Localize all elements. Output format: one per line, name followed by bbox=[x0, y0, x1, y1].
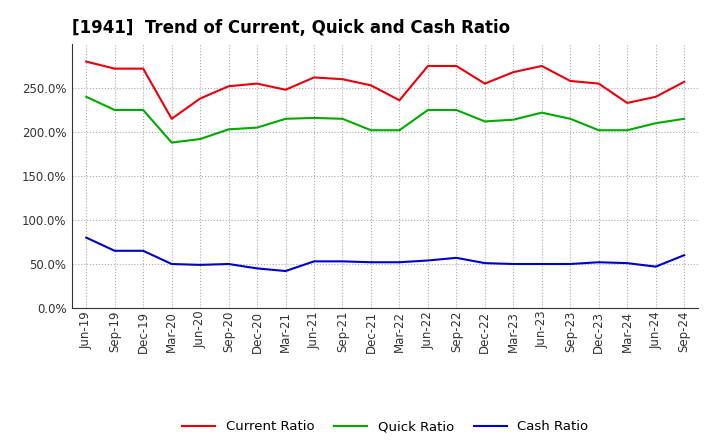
Quick Ratio bbox=[338, 116, 347, 121]
Current Ratio bbox=[452, 63, 461, 69]
Current Ratio bbox=[366, 83, 375, 88]
Quick Ratio bbox=[395, 128, 404, 133]
Legend: Current Ratio, Quick Ratio, Cash Ratio: Current Ratio, Quick Ratio, Cash Ratio bbox=[177, 415, 593, 439]
Current Ratio bbox=[537, 63, 546, 69]
Cash Ratio bbox=[167, 261, 176, 267]
Current Ratio bbox=[509, 70, 518, 75]
Current Ratio bbox=[652, 94, 660, 99]
Line: Current Ratio: Current Ratio bbox=[86, 62, 684, 119]
Quick Ratio bbox=[82, 94, 91, 99]
Cash Ratio bbox=[509, 261, 518, 267]
Quick Ratio bbox=[452, 107, 461, 113]
Current Ratio bbox=[310, 75, 318, 80]
Cash Ratio bbox=[423, 258, 432, 263]
Quick Ratio bbox=[652, 121, 660, 126]
Cash Ratio bbox=[310, 259, 318, 264]
Quick Ratio bbox=[225, 127, 233, 132]
Current Ratio bbox=[595, 81, 603, 86]
Cash Ratio bbox=[480, 260, 489, 266]
Cash Ratio bbox=[395, 260, 404, 265]
Quick Ratio bbox=[480, 119, 489, 124]
Cash Ratio bbox=[537, 261, 546, 267]
Cash Ratio bbox=[282, 268, 290, 274]
Current Ratio bbox=[196, 96, 204, 101]
Current Ratio bbox=[253, 81, 261, 86]
Quick Ratio bbox=[537, 110, 546, 115]
Quick Ratio bbox=[680, 116, 688, 121]
Cash Ratio bbox=[338, 259, 347, 264]
Current Ratio bbox=[110, 66, 119, 71]
Quick Ratio bbox=[167, 140, 176, 145]
Current Ratio bbox=[423, 63, 432, 69]
Current Ratio bbox=[338, 77, 347, 82]
Quick Ratio bbox=[623, 128, 631, 133]
Quick Ratio bbox=[423, 107, 432, 113]
Cash Ratio bbox=[225, 261, 233, 267]
Quick Ratio bbox=[310, 115, 318, 121]
Cash Ratio bbox=[452, 255, 461, 260]
Quick Ratio bbox=[110, 107, 119, 113]
Text: [1941]  Trend of Current, Quick and Cash Ratio: [1941] Trend of Current, Quick and Cash … bbox=[72, 19, 510, 37]
Current Ratio bbox=[282, 87, 290, 92]
Cash Ratio bbox=[595, 260, 603, 265]
Cash Ratio bbox=[139, 248, 148, 253]
Cash Ratio bbox=[566, 261, 575, 267]
Cash Ratio bbox=[652, 264, 660, 269]
Cash Ratio bbox=[680, 253, 688, 258]
Quick Ratio bbox=[509, 117, 518, 122]
Cash Ratio bbox=[623, 260, 631, 266]
Line: Cash Ratio: Cash Ratio bbox=[86, 238, 684, 271]
Quick Ratio bbox=[595, 128, 603, 133]
Current Ratio bbox=[480, 81, 489, 86]
Quick Ratio bbox=[196, 136, 204, 142]
Current Ratio bbox=[680, 79, 688, 84]
Cash Ratio bbox=[366, 260, 375, 265]
Cash Ratio bbox=[253, 266, 261, 271]
Current Ratio bbox=[395, 98, 404, 103]
Current Ratio bbox=[139, 66, 148, 71]
Quick Ratio bbox=[566, 116, 575, 121]
Current Ratio bbox=[566, 78, 575, 84]
Quick Ratio bbox=[139, 107, 148, 113]
Quick Ratio bbox=[253, 125, 261, 130]
Current Ratio bbox=[82, 59, 91, 64]
Quick Ratio bbox=[282, 116, 290, 121]
Cash Ratio bbox=[196, 262, 204, 268]
Current Ratio bbox=[225, 84, 233, 89]
Cash Ratio bbox=[82, 235, 91, 240]
Quick Ratio bbox=[366, 128, 375, 133]
Line: Quick Ratio: Quick Ratio bbox=[86, 97, 684, 143]
Current Ratio bbox=[167, 116, 176, 121]
Current Ratio bbox=[623, 100, 631, 106]
Cash Ratio bbox=[110, 248, 119, 253]
